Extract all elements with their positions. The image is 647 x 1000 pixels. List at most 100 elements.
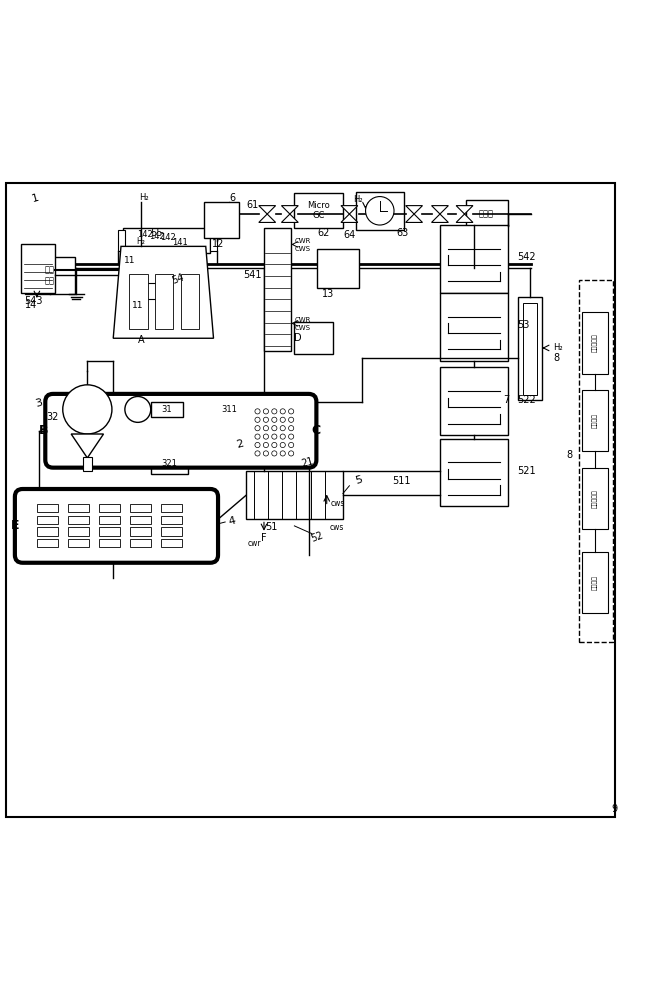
Bar [440,367,508,435]
Circle shape [280,442,285,448]
Circle shape [272,451,277,456]
Bar [194,400,212,419]
Text: 32: 32 [47,412,59,422]
Text: 14: 14 [25,300,37,310]
Circle shape [263,417,269,422]
Bar [440,225,508,293]
FancyBboxPatch shape [45,394,316,468]
Bar [130,504,151,512]
Bar [129,274,148,329]
Circle shape [289,409,294,414]
Circle shape [263,451,269,456]
Bar [523,303,537,395]
Circle shape [272,409,277,414]
Circle shape [280,426,285,431]
Bar [37,516,58,524]
Bar [68,527,89,536]
Bar [99,527,120,536]
Polygon shape [341,214,358,222]
Text: H₂: H₂ [137,237,146,246]
Circle shape [289,451,294,456]
Text: 6: 6 [230,193,236,203]
Text: 63: 63 [396,228,408,238]
Circle shape [272,442,277,448]
Text: 51: 51 [265,522,278,532]
Bar [294,322,333,354]
Circle shape [255,451,260,456]
Text: 9: 9 [611,804,618,814]
Circle shape [263,409,269,414]
Text: 3: 3 [34,397,43,409]
Polygon shape [71,434,104,458]
Bar [204,202,239,238]
Circle shape [272,426,277,431]
Text: 522: 522 [518,395,536,405]
Text: 13: 13 [322,289,334,299]
Bar [37,539,58,547]
Text: 加压装置: 加压装置 [593,575,598,590]
Circle shape [289,442,294,448]
Bar [21,244,55,293]
Bar [123,228,210,253]
Bar [356,192,404,230]
Text: 1: 1 [31,193,40,204]
Circle shape [289,434,294,439]
Text: H₂: H₂ [139,193,148,202]
Polygon shape [341,206,358,214]
Circle shape [289,426,294,431]
Polygon shape [113,246,214,338]
Text: 62: 62 [317,228,329,238]
Bar [161,504,182,512]
Bar [130,539,151,547]
Bar [440,439,508,506]
Text: 11: 11 [132,301,144,310]
Bar [246,471,343,519]
Bar [212,400,246,419]
Text: cwr: cwr [247,539,261,548]
Bar [140,283,159,299]
Text: 2: 2 [235,439,244,450]
Polygon shape [456,214,473,222]
Polygon shape [281,206,298,214]
Bar [68,504,89,512]
Bar [68,516,89,524]
Polygon shape [432,206,448,214]
Circle shape [255,442,260,448]
Bar [582,552,608,613]
Text: 321: 321 [162,459,177,468]
Bar [16,189,391,359]
Circle shape [263,434,269,439]
Circle shape [366,197,394,225]
Text: CWR: CWR [294,238,311,244]
Bar [317,249,359,288]
Text: 气体稳压罐: 气体稳压罐 [593,489,598,508]
Text: F: F [261,533,267,543]
Text: 出气口: 出气口 [479,209,494,218]
Text: 541: 541 [243,270,261,280]
Bar [68,539,89,547]
Text: CWS: CWS [294,246,311,252]
Text: A: A [138,335,144,345]
Text: 311: 311 [221,405,237,414]
Bar [264,228,291,351]
Text: cws: cws [331,499,345,508]
Bar [161,539,182,547]
Bar [99,516,120,524]
Bar [466,200,508,226]
Text: 61: 61 [247,200,258,210]
Circle shape [289,417,294,422]
FancyBboxPatch shape [15,489,218,563]
Circle shape [125,396,151,422]
Text: 11: 11 [124,256,135,265]
Bar [210,230,217,251]
Text: 142: 142 [149,232,164,241]
Text: H₂: H₂ [553,343,563,352]
Bar [83,457,92,471]
Text: D: D [294,333,302,343]
Circle shape [272,434,277,439]
Text: 54: 54 [170,272,186,286]
Text: 氢气滤膜: 氢气滤膜 [593,413,598,428]
Bar [37,527,58,536]
Bar [181,274,199,329]
Circle shape [280,451,285,456]
